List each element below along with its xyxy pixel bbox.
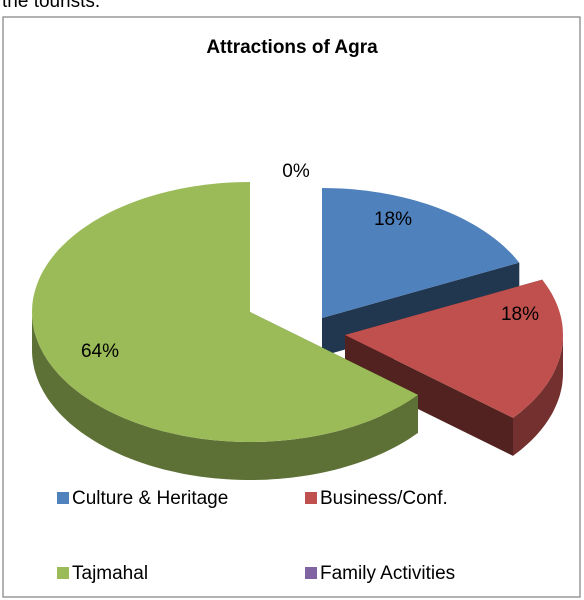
data-label: 18% bbox=[374, 209, 412, 230]
slice bbox=[345, 279, 563, 418]
legend-swatch bbox=[305, 567, 317, 579]
slice-side bbox=[345, 335, 513, 456]
legend-label: Business/Conf. bbox=[320, 488, 448, 509]
legend-label: Tajmahal bbox=[72, 563, 148, 584]
legend-swatch bbox=[305, 492, 317, 504]
slice bbox=[32, 182, 418, 442]
context-text: the tourists. bbox=[2, 0, 100, 12]
slice-rim bbox=[32, 312, 418, 480]
data-label: 0% bbox=[282, 161, 310, 182]
legend-swatch bbox=[57, 492, 69, 504]
slice bbox=[322, 188, 520, 318]
data-label: 64% bbox=[81, 341, 119, 362]
legend-label: Culture & Heritage bbox=[72, 488, 228, 509]
data-label: 18% bbox=[501, 304, 539, 325]
legend-swatch bbox=[57, 567, 69, 579]
legend-label: Family Activities bbox=[320, 563, 455, 584]
chart-title: Attractions of Agra bbox=[206, 37, 378, 58]
